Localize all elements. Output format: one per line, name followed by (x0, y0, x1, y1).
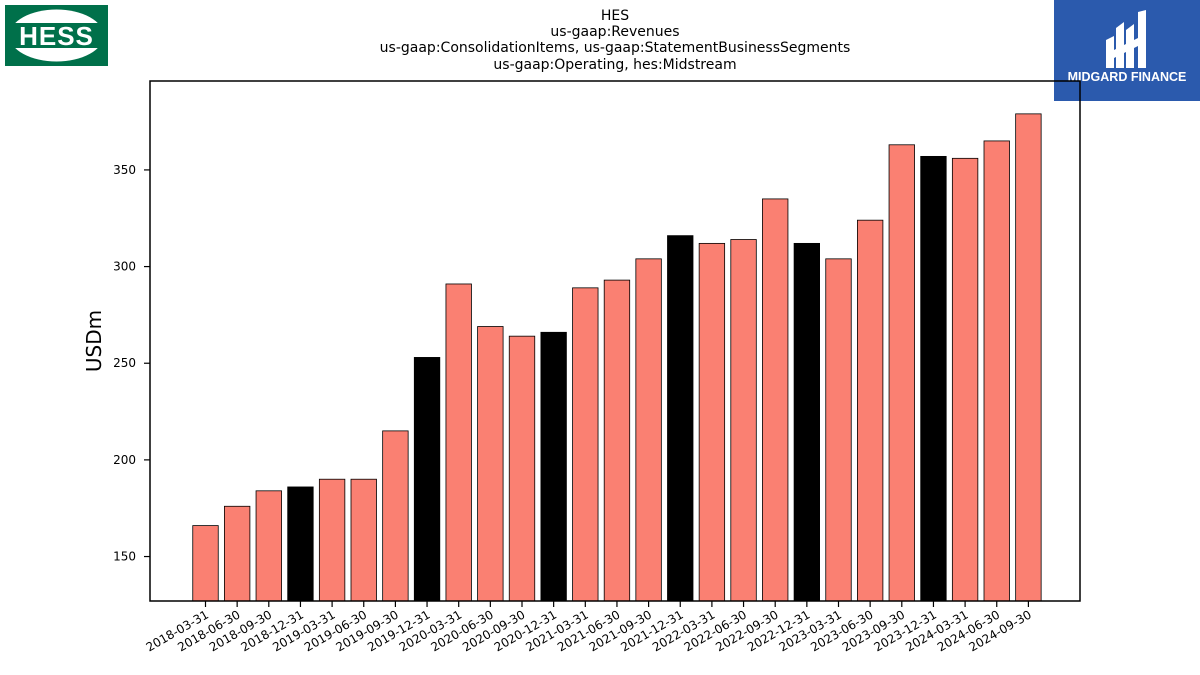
bar-2018-06-30 (223, 505, 251, 602)
bar-2024-03-31 (951, 157, 979, 602)
svg-text:HESS: HESS (19, 21, 94, 51)
y-axis-label: USDm (82, 310, 106, 372)
y-tick-label: 250 (113, 356, 136, 370)
svg-text:MIDGARD FINANCE: MIDGARD FINANCE (1068, 70, 1187, 84)
bar-2022-09-30 (762, 198, 789, 602)
bar-2024-06-30 (983, 140, 1010, 602)
bar-2021-12-31 (667, 235, 694, 602)
bar-2023-12-31 (920, 155, 947, 602)
y-tick-label: 350 (113, 163, 136, 177)
bar-2023-06-30 (857, 219, 884, 602)
bar-2019-09-30 (382, 430, 409, 602)
bar-2019-12-31 (413, 357, 441, 602)
chart-title-line: us-gaap:Revenues (550, 24, 679, 40)
bar-2018-09-30 (255, 490, 282, 602)
chart-title-line: us-gaap:ConsolidationItems, us-gaap:Stat… (380, 40, 851, 56)
bar-2020-12-31 (540, 331, 567, 602)
bar-2021-09-30 (635, 258, 662, 602)
bar-2022-06-30 (730, 239, 757, 602)
y-tick-label: 150 (113, 550, 136, 564)
plot-frame (149, 80, 1081, 602)
bar-2021-06-30 (603, 279, 631, 602)
bar-2018-03-31 (192, 525, 219, 602)
bar-2018-12-31 (287, 486, 314, 602)
bar-2019-06-30 (350, 478, 377, 602)
bar-2020-09-30 (508, 335, 536, 602)
y-tick-label: 300 (113, 260, 136, 274)
bar-2021-03-31 (572, 287, 599, 602)
chart-title-line: us-gaap:Operating, hes:Midstream (493, 57, 736, 73)
hess-logo: HESS (5, 5, 108, 66)
bar-2020-06-30 (477, 326, 504, 602)
bar-2020-03-31 (445, 283, 472, 602)
y-tick-label: 200 (113, 453, 136, 467)
bar-2023-03-31 (825, 258, 852, 602)
bar-2023-09-30 (888, 144, 915, 602)
bar-2019-03-31 (318, 478, 346, 602)
bar-2024-09-30 (1015, 113, 1042, 602)
bar-2022-12-31 (793, 242, 820, 602)
midgard-finance-logo: MIDGARD FINANCE (1054, 0, 1200, 101)
bar-2022-03-31 (698, 242, 726, 602)
chart-title: HES us-gaap:Revenues us-gaap:Consolidati… (380, 8, 851, 73)
chart-title-line: HES (601, 8, 629, 24)
